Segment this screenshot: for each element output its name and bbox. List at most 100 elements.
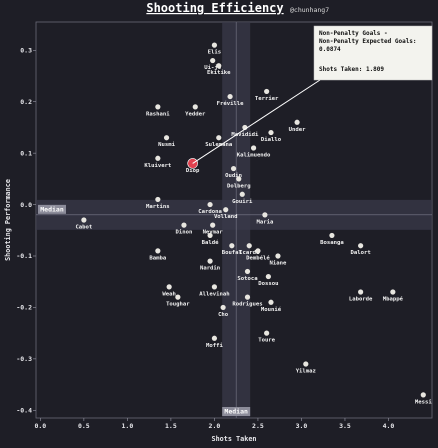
data-point[interactable] [155, 104, 161, 110]
point-label: Dossou [258, 281, 278, 287]
point-label: Elis [208, 50, 221, 56]
data-point[interactable] [358, 243, 364, 249]
point-label: Cho [218, 312, 229, 318]
point-label: Nardin [200, 266, 220, 272]
data-point[interactable] [207, 232, 213, 239]
data-point[interactable] [239, 191, 245, 197]
data-point[interactable] [255, 248, 261, 254]
x-tick-label: 3.5 [339, 422, 351, 430]
data-point[interactable] [227, 93, 233, 100]
data-point[interactable] [250, 145, 257, 151]
data-point[interactable] [223, 207, 229, 213]
point-label: Niane [270, 261, 287, 267]
data-point[interactable] [163, 135, 170, 141]
data-point[interactable] [155, 196, 161, 203]
data-point[interactable] [420, 392, 426, 398]
point-label: Diallo [261, 137, 282, 143]
data-point[interactable] [192, 104, 198, 110]
point-label: Rashani [146, 111, 170, 117]
point-label: Dolberg [227, 183, 251, 189]
y-tick-label: 0.1 [20, 149, 32, 157]
point-label: Moffi [206, 343, 223, 349]
data-point[interactable] [216, 63, 222, 69]
tooltip-line3: 0.0874 [319, 46, 341, 53]
data-point[interactable] [155, 248, 161, 254]
tooltip-line4: Shots Taken: 1.809 [319, 66, 384, 73]
data-point[interactable] [268, 129, 274, 136]
point-label: Weah [162, 291, 175, 297]
data-point[interactable] [211, 42, 218, 48]
point-label: Dembélé [246, 254, 270, 261]
point-label: Bamba [149, 255, 166, 261]
data-point[interactable] [262, 212, 268, 218]
data-point[interactable] [81, 217, 87, 223]
data-point[interactable] [229, 243, 235, 249]
y-tick-label: -0.1 [16, 252, 32, 260]
point-label: Laborde [349, 297, 373, 303]
data-point[interactable] [181, 222, 187, 228]
data-point[interactable] [210, 222, 216, 228]
y-tick-label: 0.0 [20, 201, 32, 209]
data-point[interactable] [216, 135, 222, 141]
data-point[interactable] [265, 273, 271, 280]
x-tick-label: 4.0 [383, 422, 395, 430]
median-label-box-y [38, 204, 66, 214]
data-point[interactable] [294, 119, 300, 125]
x-tick-label: 0.0 [34, 422, 46, 430]
data-point[interactable] [220, 304, 226, 311]
x-tick-label: 1.0 [122, 422, 134, 430]
point-label: Diop [186, 168, 200, 174]
data-point[interactable] [155, 155, 161, 161]
y-tick-label: 0.3 [20, 46, 32, 54]
data-point[interactable] [230, 165, 237, 172]
data-point[interactable] [358, 289, 364, 295]
data-point[interactable] [211, 284, 218, 290]
data-point[interactable] [268, 299, 274, 305]
point-label: Dinon [176, 230, 193, 236]
point-label: Toughar [166, 302, 190, 308]
y-tick-label: -0.3 [16, 355, 32, 363]
data-point[interactable] [244, 294, 251, 300]
point-label: Martins [146, 204, 170, 210]
point-label: Ekitike [207, 70, 231, 76]
chart-subtitle: @chunhang7 [290, 6, 329, 14]
data-point[interactable] [303, 361, 309, 367]
point-label: Oudin [225, 173, 242, 179]
data-point[interactable] [264, 330, 270, 336]
point-label: Boufal [222, 250, 242, 256]
point-label: Cardona [198, 209, 222, 215]
point-label: Neymar [203, 230, 224, 236]
data-point[interactable] [390, 289, 396, 295]
x-tick-label: 2.0 [209, 422, 221, 430]
point-label: Gouiri [232, 199, 253, 205]
point-label: Messi [415, 399, 432, 405]
tooltip-box [313, 25, 433, 81]
point-label: Yilmaz [296, 369, 316, 375]
point-label: Yedder [185, 111, 206, 117]
data-point[interactable] [264, 88, 270, 95]
data-point[interactable] [207, 201, 213, 208]
data-point[interactable] [211, 335, 218, 341]
data-point[interactable] [275, 253, 281, 259]
y-tick-label: -0.2 [16, 304, 32, 312]
data-point[interactable] [175, 294, 181, 300]
chart-title: Shooting Efficiency [146, 1, 283, 15]
tooltip-line2: Non-Penalty Expected Goals: [319, 38, 417, 45]
data-point[interactable] [207, 258, 213, 264]
point-label: Icardi [239, 250, 260, 256]
data-point[interactable] [210, 57, 216, 64]
data-point[interactable] [236, 176, 242, 182]
data-point[interactable] [244, 268, 251, 275]
data-point[interactable] [329, 232, 335, 239]
point-label: Rodrigues [232, 302, 262, 308]
tooltip-line1: Non-Penalty Goals - [319, 30, 388, 37]
x-tick-label: 3.0 [296, 422, 308, 430]
point-label: Maria [256, 219, 273, 225]
point-label: Dalort [351, 250, 371, 256]
point-label: Mounié [261, 306, 282, 313]
data-point[interactable] [166, 284, 172, 290]
point-label: Terrier [255, 96, 279, 102]
data-point[interactable] [246, 243, 252, 249]
x-tick-label: 1.5 [165, 422, 177, 430]
